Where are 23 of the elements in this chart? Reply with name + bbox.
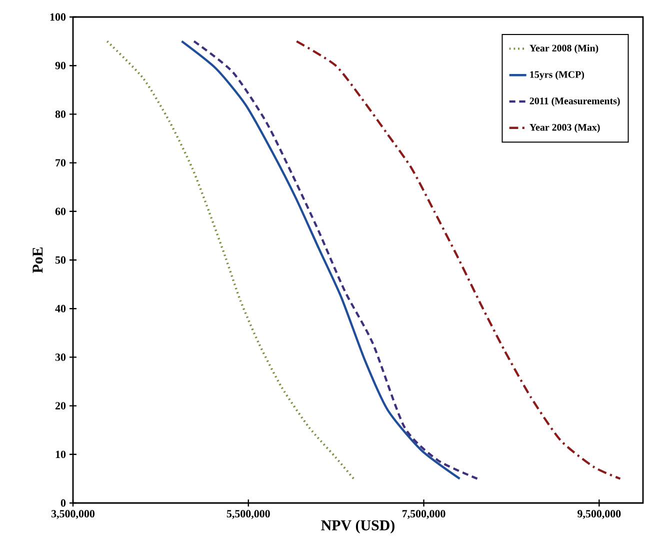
x-axis-title: NPV (USD) (321, 520, 394, 534)
x-tick-label: 9,500,000 (578, 510, 621, 520)
y-tick-label: 80 (55, 110, 66, 118)
x-tick-label: 5,500,000 (226, 510, 270, 520)
legend-label: Year 2008 (Min) (530, 44, 598, 54)
y-tick-label: 10 (56, 450, 66, 458)
legend-label: 15yrs (MCP) (530, 70, 584, 80)
y-tick-label: 30 (55, 354, 66, 361)
y-tick-label: 90 (55, 62, 66, 70)
y-tick-label: 60 (55, 208, 66, 216)
line-series (106, 40, 355, 480)
legend-label: Year 2003 (Max) (530, 124, 600, 133)
line-series (296, 40, 622, 480)
y-tick-label: 20 (55, 402, 66, 410)
x-tick-label: 3,500,000 (51, 510, 94, 520)
y-tick-label: 0 (60, 499, 66, 507)
y-axis-title: PoE (32, 247, 43, 274)
y-tick-label: 50 (55, 256, 66, 264)
y-tick-label: 100 (50, 13, 66, 21)
y-tick-label: 40 (55, 304, 66, 312)
y-tick-label: 70 (56, 159, 66, 166)
legend-label: 2011 (Measurements) (530, 97, 620, 106)
x-tick-label: 7,500,000 (402, 510, 446, 520)
